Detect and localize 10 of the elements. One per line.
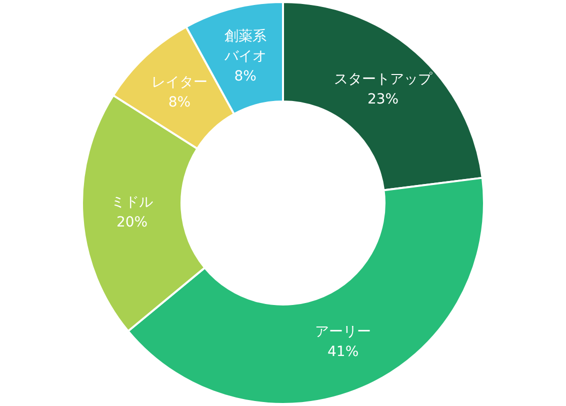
data-label: 8%: [234, 68, 256, 84]
data-label: 8%: [168, 94, 191, 111]
slice-label: アーリー: [315, 324, 372, 340]
slice-label: 創薬系バイオ: [223, 28, 266, 64]
slice-label: レイター: [151, 74, 208, 91]
data-label: 20%: [116, 214, 148, 230]
data-label: 41%: [328, 344, 359, 360]
data-label: 23%: [367, 92, 399, 108]
slice-label: ミドル: [111, 194, 154, 210]
slice-label: スタートアップ: [334, 72, 434, 88]
